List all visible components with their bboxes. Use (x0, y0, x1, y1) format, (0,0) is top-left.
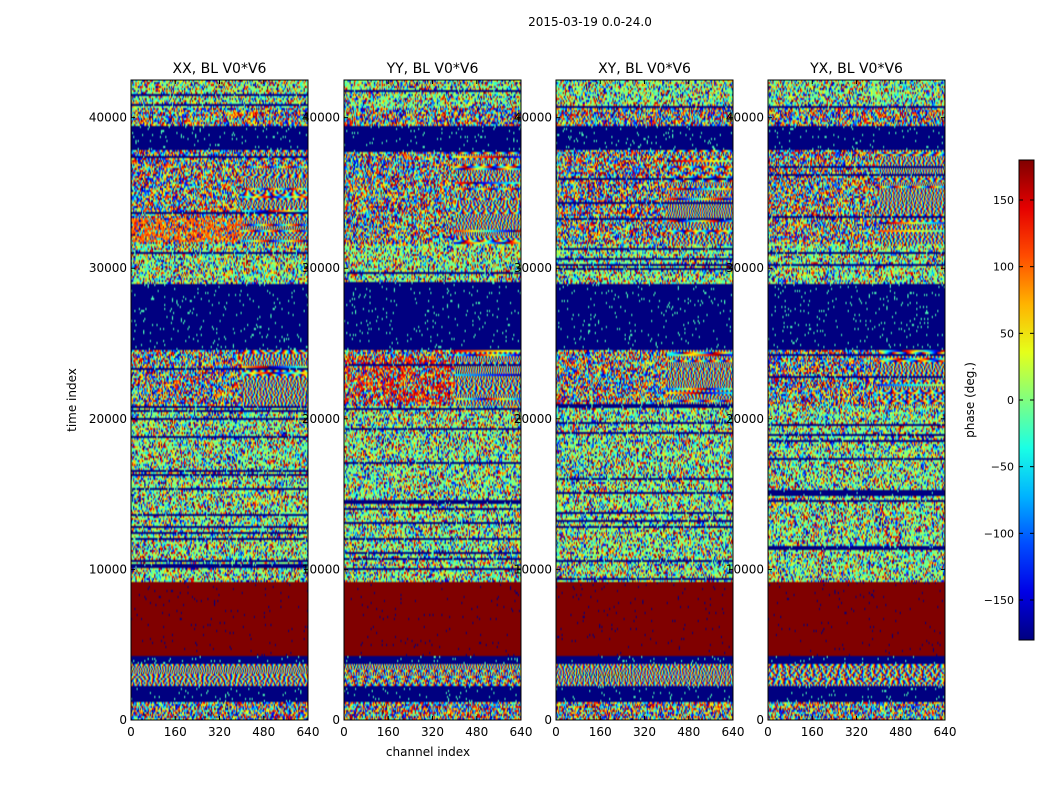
y-axis-label: time index (65, 368, 79, 432)
colorbar-label: phase (deg.) (963, 362, 977, 438)
y-tick-label: 10000 (514, 562, 552, 576)
panel-0: XX, BL V0*V6 0 160 320 480 640 0 10000 20000 3000… (89, 61, 320, 739)
y-tick-label: 20000 (726, 412, 764, 426)
panel-3: YX, BL V0*V6 0 160 320 480 640 0 10000 20000 3000… (726, 61, 957, 739)
x-tick-label: 320 (633, 725, 656, 739)
x-tick-label: 640 (510, 725, 533, 739)
y-tick-label: 30000 (514, 261, 552, 275)
y-tick-label: 30000 (302, 261, 340, 275)
x-tick-label: 640 (934, 725, 957, 739)
x-tick-label: 320 (845, 725, 868, 739)
x-tick-label: 0 (340, 725, 348, 739)
y-tick-label: 40000 (726, 111, 764, 125)
y-tick-label: 20000 (514, 412, 552, 426)
x-tick-label: 160 (164, 725, 187, 739)
y-tick-label: 0 (332, 713, 340, 727)
y-tick-label: 30000 (726, 261, 764, 275)
phase-waterfall-image (556, 80, 733, 720)
colorbar-tick-label: −150 (984, 594, 1014, 607)
colorbar-tick-label: 150 (993, 194, 1014, 207)
colorbar: 150 100 50 0 −50 −100 −150 (984, 159, 1035, 641)
x-tick-label: 480 (252, 725, 275, 739)
x-tick-label: 640 (297, 725, 320, 739)
x-tick-label: 320 (208, 725, 231, 739)
colorbar-tick-label: −100 (984, 527, 1014, 540)
x-tick-label: 480 (889, 725, 912, 739)
phase-waterfall-image (344, 80, 521, 720)
y-tick-label: 20000 (89, 412, 127, 426)
colorbar-tick-label: 0 (1007, 394, 1014, 407)
y-tick-label: 0 (544, 713, 552, 727)
x-tick-label: 640 (722, 725, 745, 739)
y-tick-label: 10000 (302, 562, 340, 576)
y-tick-label: 10000 (726, 562, 764, 576)
y-tick-label: 0 (756, 713, 764, 727)
panel-title: YY, BL V0*V6 (386, 61, 479, 77)
panel-title: XX, BL V0*V6 (173, 61, 267, 77)
x-tick-label: 480 (465, 725, 488, 739)
y-tick-label: 40000 (302, 111, 340, 125)
x-tick-label: 0 (127, 725, 135, 739)
colorbar-tick-label: 100 (993, 261, 1014, 274)
x-tick-label: 480 (677, 725, 700, 739)
colorbar-tick-label: 50 (1000, 327, 1014, 340)
x-tick-label: 0 (552, 725, 560, 739)
panel-group: XX, BL V0*V6 0 160 320 480 640 0 10000 20000 3000… (89, 61, 957, 739)
panel-title: XY, BL V0*V6 (598, 61, 691, 77)
x-tick-label: 0 (764, 725, 772, 739)
x-tick-label: 320 (421, 725, 444, 739)
panel-2: XY, BL V0*V6 0 160 320 480 640 0 10000 20000 3000… (514, 61, 745, 739)
x-axis-label: channel index (386, 745, 470, 759)
colorbar-tick-label: −50 (991, 461, 1014, 474)
x-tick-label: 160 (589, 725, 612, 739)
x-tick-label: 160 (377, 725, 400, 739)
y-tick-label: 30000 (89, 261, 127, 275)
y-tick-label: 10000 (89, 562, 127, 576)
x-tick-label: 160 (801, 725, 824, 739)
y-tick-label: 0 (119, 713, 127, 727)
phase-waterfall-image (131, 80, 308, 720)
y-tick-label: 20000 (302, 412, 340, 426)
y-tick-label: 40000 (89, 111, 127, 125)
phase-waterfall-image (768, 80, 945, 720)
figure-suptitle: 2015-03-19 0.0-24.0 (528, 15, 652, 29)
y-tick-label: 40000 (514, 111, 552, 125)
panel-title: YX, BL V0*V6 (809, 61, 903, 77)
panel-1: YY, BL V0*V6 0 160 320 480 640 0 10000 20000 3000… (302, 61, 533, 739)
